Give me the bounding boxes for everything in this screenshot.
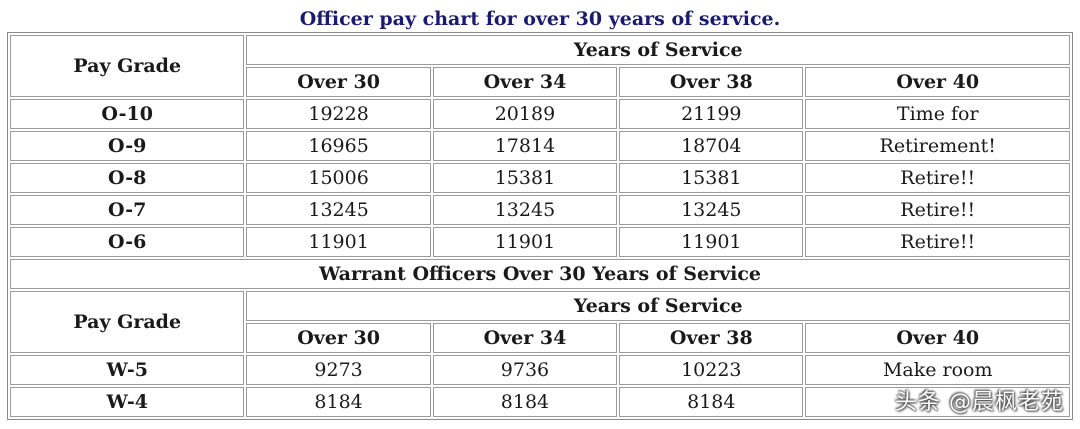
pay-cell: Time for	[805, 99, 1070, 129]
pay-cell: 8184	[619, 387, 804, 417]
pay-cell: 18704	[619, 131, 804, 161]
column-header: Over 40	[805, 323, 1070, 353]
years-of-service-header: Years of Service	[246, 291, 1070, 321]
pay-cell: 9273	[246, 355, 431, 385]
pay-grade-cell: O-10	[10, 99, 245, 129]
pay-cell: 13245	[246, 195, 431, 225]
pay-cell: 8184	[432, 387, 618, 417]
column-header: Over 34	[432, 67, 618, 97]
pay-cell: 11901	[246, 227, 431, 257]
pay-cell: 15006	[246, 163, 431, 193]
pay-cell: 10223	[619, 355, 804, 385]
pay-cell: 17814	[432, 131, 618, 161]
pay-grade-header: Pay Grade	[10, 35, 245, 97]
pay-cell: 15381	[619, 163, 804, 193]
pay-cell: Retire!!	[805, 163, 1070, 193]
column-header: Over 30	[246, 323, 431, 353]
pay-grade-cell: O-8	[10, 163, 245, 193]
pay-cell: 13245	[432, 195, 618, 225]
table-row: W-4 8184 8184 8184	[10, 387, 1070, 417]
warrant-section-row: Warrant Officers Over 30 Years of Servic…	[10, 259, 1070, 289]
pay-cell: Retirement!	[805, 131, 1070, 161]
column-header: Over 40	[805, 67, 1070, 97]
pay-grade-cell: O-6	[10, 227, 245, 257]
warrant-section-title: Warrant Officers Over 30 Years of Servic…	[10, 259, 1070, 289]
table-row: O-8 15006 15381 15381 Retire!!	[10, 163, 1070, 193]
pay-chart-table: Pay Grade Years of Service Over 30 Over …	[7, 32, 1073, 420]
pay-cell: 19228	[246, 99, 431, 129]
table-row: W-5 9273 9736 10223 Make room	[10, 355, 1070, 385]
column-header: Over 38	[619, 323, 804, 353]
warrant-column-header-row: Over 30 Over 34 Over 38 Over 40	[10, 323, 1070, 353]
warrant-header-row: Pay Grade Years of Service	[10, 291, 1070, 353]
pay-cell: 11901	[619, 227, 804, 257]
table-row: O-10 19228 20189 21199 Time for	[10, 99, 1070, 129]
watermark-text: 头条 @晨枫老苑	[895, 390, 1064, 415]
officer-column-header-row: Over 30 Over 34 Over 38 Over 40	[10, 67, 1070, 97]
pay-cell: Retire!!	[805, 195, 1070, 225]
years-of-service-header: Years of Service	[246, 35, 1070, 65]
table-row: O-6 11901 11901 11901 Retire!!	[10, 227, 1070, 257]
pay-cell: 13245	[619, 195, 804, 225]
table-row: O-7 13245 13245 13245 Retire!!	[10, 195, 1070, 225]
pay-cell	[805, 387, 1070, 417]
pay-cell: 15381	[432, 163, 618, 193]
pay-cell: Make room	[805, 355, 1070, 385]
table-row: O-9 16965 17814 18704 Retirement!	[10, 131, 1070, 161]
pay-cell: Retire!!	[805, 227, 1070, 257]
pay-cell: 8184	[246, 387, 431, 417]
pay-cell: 20189	[432, 99, 618, 129]
pay-grade-cell: W-4	[10, 387, 245, 417]
pay-cell: 9736	[432, 355, 618, 385]
pay-cell: 11901	[432, 227, 618, 257]
officer-header-row: Pay Grade Years of Service	[10, 35, 1070, 97]
column-header: Over 30	[246, 67, 431, 97]
column-header: Over 34	[432, 323, 618, 353]
pay-grade-header: Pay Grade	[10, 291, 245, 353]
pay-grade-cell: O-9	[10, 131, 245, 161]
pay-grade-cell: O-7	[10, 195, 245, 225]
table-caption: Officer pay chart for over 30 years of s…	[299, 8, 781, 30]
pay-grade-cell: W-5	[10, 355, 245, 385]
pay-cell: 16965	[246, 131, 431, 161]
pay-cell: 21199	[619, 99, 804, 129]
column-header: Over 38	[619, 67, 804, 97]
